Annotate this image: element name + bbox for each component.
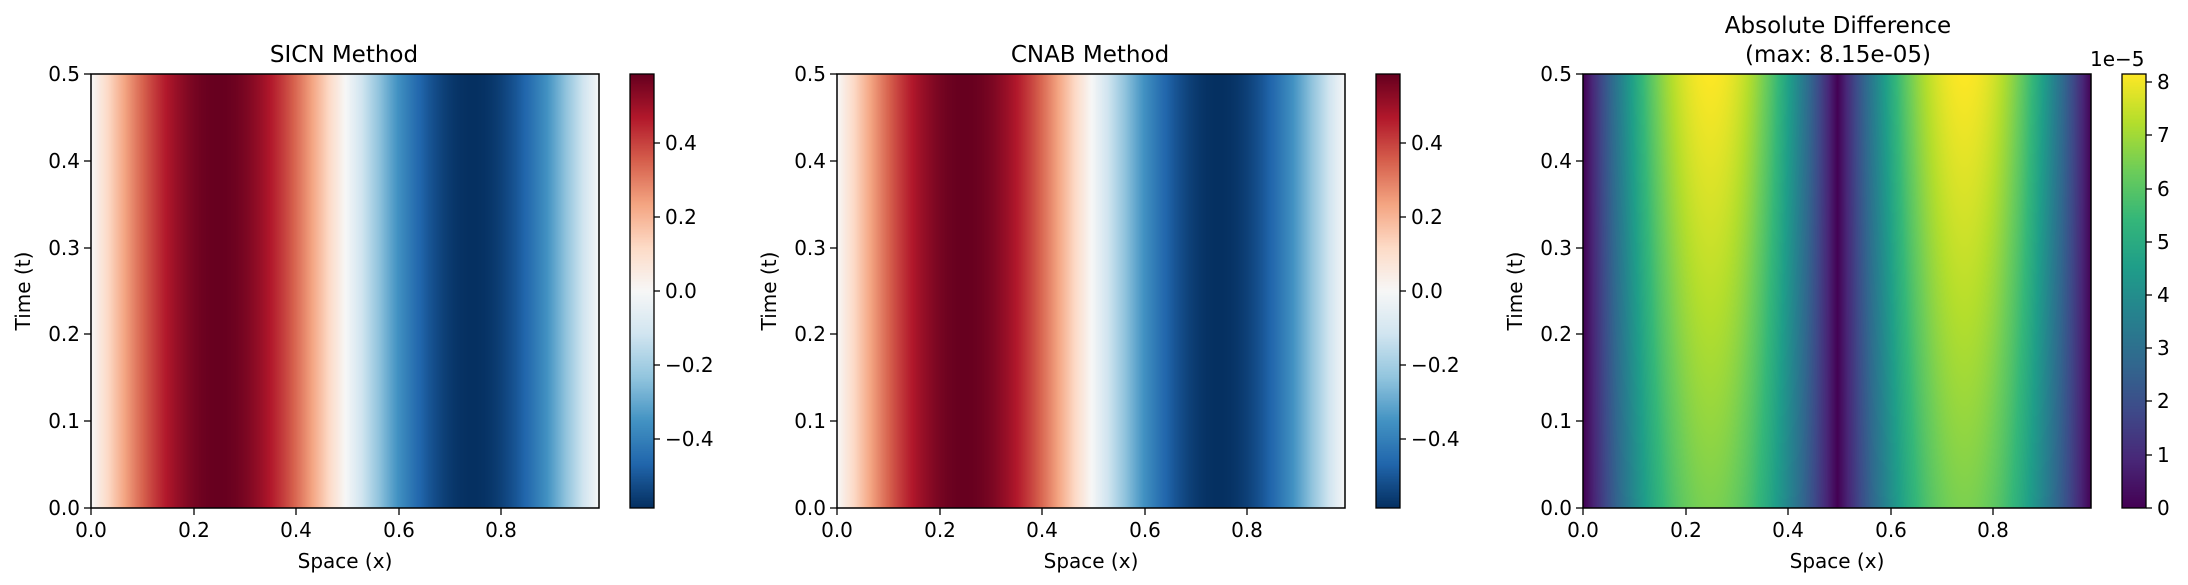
panel-3-y-tick-label: 0.0: [1540, 496, 1572, 520]
panel-3-colorbar-tick-label: 3: [2157, 336, 2170, 360]
panel-1-x-tick-label: 0.4: [280, 518, 312, 542]
panel-3-x-tick-label: 0.8: [1977, 518, 2009, 542]
panel-1-y-tick-label: 0.3: [48, 236, 80, 260]
panel-3-y-tick-label: 0.2: [1540, 322, 1572, 346]
panel-3-x-axis-label: Space (x): [1790, 549, 1885, 573]
panel-3-colorbar-tick-label: 6: [2157, 177, 2170, 201]
panel-3-colorbar-tick-label: 0: [2157, 496, 2170, 520]
panel-2-x-axis-label: Space (x): [1044, 549, 1139, 573]
panel-3-heatmap: [1583, 74, 2091, 508]
panel-1-y-tick-label: 0.5: [48, 62, 80, 86]
panel-2-x-axis: 0.0 0.2 0.4 0.6 0.8 Space (x): [821, 508, 1263, 573]
panel-1-colorbar: 0.4 0.2 0.0 −0.2 −0.4: [629, 73, 714, 509]
panel-2-heatmap: [837, 74, 1345, 508]
panel-1-y-tick-label: 0.0: [48, 496, 80, 520]
panel-1-x-tick-label: 0.6: [383, 518, 415, 542]
panel-1-x-axis-label: Space (x): [298, 549, 393, 573]
panel-3-y-axis: 0.0 0.1 0.2 0.3 0.4 0.5 Time (t): [1503, 62, 1583, 520]
panel-3-y-tick-label: 0.5: [1540, 62, 1572, 86]
panel-1-colorbar-tick-label: 0.0: [665, 279, 697, 303]
panel-1-y-axis-label: Time (t): [11, 252, 35, 332]
panel-3-colorbar: 1e−5 8 7 6 5 4 3 2 1 0: [2090, 47, 2170, 520]
panel-3-x-tick-label: 0.2: [1670, 518, 1702, 542]
panel-2-x-tick-label: 0.4: [1026, 518, 1058, 542]
panel-2-y-tick-label: 0.5: [794, 62, 826, 86]
panel-1-y-axis: 0.0 0.1 0.2 0.3 0.4 0.5 Time (t): [11, 62, 91, 520]
panel-1-colorbar-tick-label: 0.4: [665, 131, 697, 155]
panel-1-heatmap: [91, 74, 599, 508]
panel-2-y-axis: 0.0 0.1 0.2 0.3 0.4 0.5 Time (t): [757, 62, 837, 520]
panel-3-y-tick-label: 0.4: [1540, 149, 1572, 173]
panel-1-x-axis: 0.0 0.2 0.4 0.6 0.8 Space (x): [75, 508, 517, 573]
panel-3-plot-frame: [1582, 73, 2092, 509]
panel-2-colorbar: 0.4 0.2 0.0 −0.2 −0.4: [1375, 73, 1460, 509]
panel-sicn: SICN Method 0.0 0.1 0.2 0.3 0.4 0.5 Time…: [11, 42, 714, 573]
panel-1-colorbar-tick-label: −0.4: [665, 427, 714, 451]
panel-2-colorbar-tick-label: −0.4: [1411, 427, 1460, 451]
panel-3-x-tick-label: 0.4: [1772, 518, 1804, 542]
panel-3-y-tick-label: 0.1: [1540, 409, 1572, 433]
panel-3-y-tick-label: 0.3: [1540, 236, 1572, 260]
panel-2-y-tick-label: 0.0: [794, 496, 826, 520]
panel-3-colorbar-tick-label: 7: [2157, 123, 2170, 147]
panel-1-x-tick-label: 0.8: [485, 518, 517, 542]
panel-3-subtitle: (max: 8.15e-05): [1745, 42, 1931, 68]
panel-1-y-tick-label: 0.4: [48, 149, 80, 173]
panel-2-y-tick-label: 0.1: [794, 409, 826, 433]
panel-2-plot-frame: [836, 73, 1346, 509]
panel-1-x-tick-label: 0.2: [178, 518, 210, 542]
panel-2-colorbar-tick-label: 0.4: [1411, 131, 1443, 155]
panel-3-colorbar-tick-label: 5: [2157, 230, 2170, 254]
panel-2-y-tick-label: 0.4: [794, 149, 826, 173]
panel-3-x-axis: 0.0 0.2 0.4 0.6 0.8 Space (x): [1567, 508, 2009, 573]
panel-1-y-tick-label: 0.2: [48, 322, 80, 346]
panel-3-y-axis-label: Time (t): [1503, 252, 1527, 332]
panel-3-colorbar-tick-label: 2: [2157, 389, 2170, 413]
panel-2-x-tick-label: 0.6: [1129, 518, 1161, 542]
panel-2-y-tick-label: 0.3: [794, 236, 826, 260]
panel-2-colorbar-tick-label: 0.0: [1411, 279, 1443, 303]
panel-1-x-tick-label: 0.0: [75, 518, 107, 542]
panel-3-colorbar-tick-label: 4: [2157, 283, 2170, 307]
panel-3-colorbar-tick-label: 8: [2157, 70, 2170, 94]
panel-2-x-tick-label: 0.8: [1231, 518, 1263, 542]
panel-2-colorbar-tick-label: −0.2: [1411, 353, 1460, 377]
panel-3-colorbar-tick-label: 1: [2157, 443, 2170, 467]
panel-2-x-tick-label: 0.2: [924, 518, 956, 542]
panel-difference: Absolute Difference (max: 8.15e-05) 0.0 …: [1503, 13, 2170, 573]
panel-1-title: SICN Method: [270, 42, 418, 68]
panel-1-y-tick-label: 0.1: [48, 409, 80, 433]
panel-1-plot-frame: [90, 73, 600, 509]
panel-1-colorbar-tick-label: 0.2: [665, 205, 697, 229]
panel-2-colorbar-tick-label: 0.2: [1411, 205, 1443, 229]
panel-3-x-tick-label: 0.6: [1875, 518, 1907, 542]
panel-2-y-tick-label: 0.2: [794, 322, 826, 346]
panel-3-colorbar-offset-text: 1e−5: [2090, 47, 2145, 71]
panel-3-title: Absolute Difference: [1725, 13, 1951, 39]
panel-2-title: CNAB Method: [1011, 42, 1169, 68]
panel-2-x-tick-label: 0.0: [821, 518, 853, 542]
panel-cnab: CNAB Method 0.0 0.1 0.2 0.3 0.4 0.5 Time…: [757, 42, 1460, 573]
panel-2-y-axis-label: Time (t): [757, 252, 781, 332]
panel-3-x-tick-label: 0.0: [1567, 518, 1599, 542]
panel-1-colorbar-tick-label: −0.2: [665, 353, 714, 377]
